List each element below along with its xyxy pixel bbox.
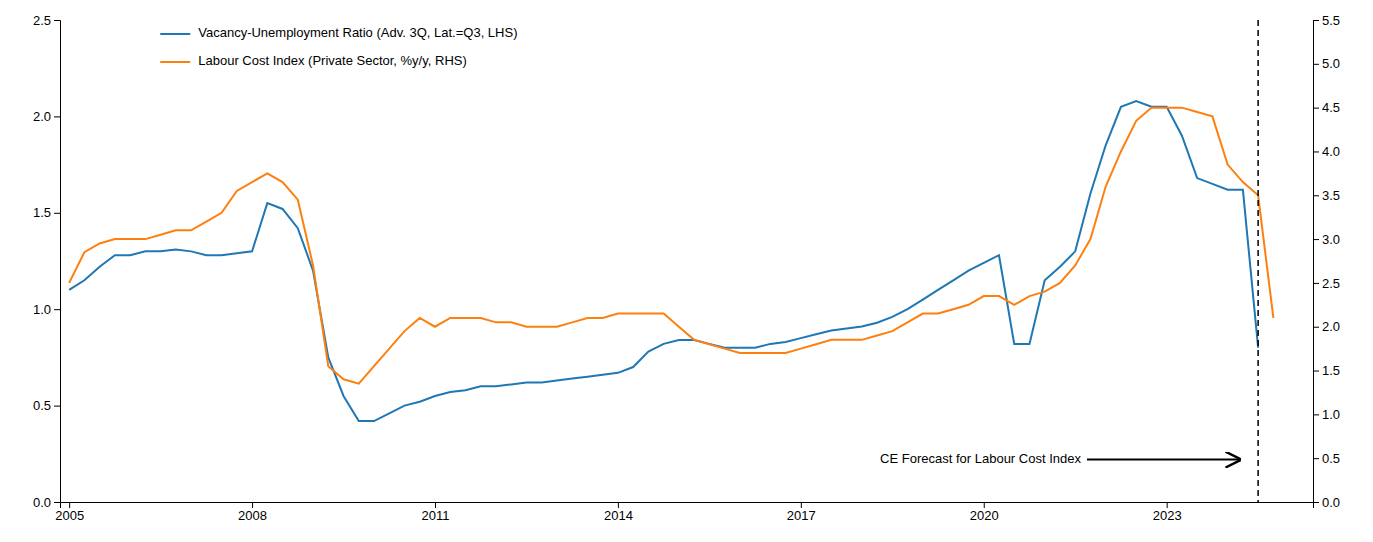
tick-label: 2.0 bbox=[33, 109, 51, 124]
tick-label: 5.0 bbox=[1322, 56, 1340, 71]
tick-label: 1.0 bbox=[1322, 407, 1340, 422]
tick-mark bbox=[1313, 414, 1319, 415]
tick: 1.5 bbox=[33, 205, 60, 220]
tick: 2.0 bbox=[33, 109, 60, 124]
tick: 1.0 bbox=[33, 302, 60, 317]
tick: 2023 bbox=[1153, 502, 1182, 523]
tick: 2008 bbox=[238, 502, 267, 523]
vertical-line bbox=[1257, 20, 1259, 502]
tick-label: 1.5 bbox=[1322, 363, 1340, 378]
tick-label: 2023 bbox=[1153, 508, 1182, 523]
tick-mark bbox=[1313, 108, 1319, 109]
axis-line bbox=[61, 503, 1314, 509]
tick-label: 0.0 bbox=[33, 495, 51, 510]
annotation-text: CE Forecast for Labour Cost Index bbox=[880, 451, 1081, 466]
annotation-arrow bbox=[1087, 459, 1240, 461]
tick: 2020 bbox=[970, 502, 999, 523]
series-line bbox=[69, 108, 1273, 384]
tick-label: 1.5 bbox=[33, 205, 51, 220]
tick-mark bbox=[1313, 64, 1319, 65]
tick: 2014 bbox=[604, 502, 633, 523]
x-axis: 2005 2008 2011 2014 2017 2020 2023 bbox=[55, 502, 1313, 523]
tick-mark bbox=[54, 116, 60, 117]
tick-label: 2.0 bbox=[1322, 319, 1340, 334]
tick-mark bbox=[1313, 371, 1319, 372]
tick-label: 0.5 bbox=[33, 398, 51, 413]
tick-label: 2020 bbox=[970, 508, 999, 523]
tick-mark bbox=[1167, 502, 1168, 508]
tick-mark bbox=[1313, 20, 1319, 21]
tick: 3.5 bbox=[1313, 188, 1340, 203]
tick-label: 5.5 bbox=[1322, 13, 1340, 28]
tick-mark bbox=[54, 20, 60, 21]
tick-mark bbox=[1313, 151, 1319, 152]
tick-mark bbox=[1313, 239, 1319, 240]
tick: 2.0 bbox=[1313, 319, 1340, 334]
tick-label: 4.0 bbox=[1322, 144, 1340, 159]
tick: 1.0 bbox=[1313, 407, 1340, 422]
tick: 0.0 bbox=[33, 495, 60, 510]
tick-mark bbox=[618, 502, 619, 508]
legend-label: Vacancy-Unemployment Ratio (Adv. 3Q, Lat… bbox=[198, 25, 517, 40]
tick: 2005 bbox=[55, 502, 84, 523]
tick: 2.5 bbox=[1313, 276, 1340, 291]
legend-swatch bbox=[160, 61, 190, 63]
tick: 2011 bbox=[422, 502, 450, 523]
tick-label: 4.5 bbox=[1322, 100, 1340, 115]
legend-swatch bbox=[160, 33, 190, 35]
tick-label: 0.0 bbox=[1322, 495, 1340, 510]
tick: 0.0 bbox=[1313, 495, 1340, 510]
tick-label: 2005 bbox=[55, 508, 84, 523]
axis-line bbox=[54, 21, 61, 503]
tick: 0.5 bbox=[33, 398, 60, 413]
tick-label: 3.0 bbox=[1322, 232, 1340, 247]
tick-label: 1.0 bbox=[33, 302, 51, 317]
tick-label: 0.5 bbox=[1322, 451, 1340, 466]
legend-label: Labour Cost Index (Private Sector, %y/y,… bbox=[198, 53, 467, 68]
tick-mark bbox=[1313, 327, 1319, 328]
tick-label: 2014 bbox=[604, 508, 633, 523]
tick: 2.5 bbox=[33, 13, 60, 28]
legend-item: Labour Cost Index (Private Sector, %y/y,… bbox=[160, 53, 467, 68]
legend: Vacancy-Unemployment Ratio (Adv. 3Q, Lat… bbox=[160, 25, 517, 68]
annotations: CE Forecast for Labour Cost Index bbox=[880, 451, 1240, 466]
tick-mark bbox=[1313, 458, 1319, 459]
series-line bbox=[69, 101, 1258, 421]
tick: 3.0 bbox=[1313, 232, 1340, 247]
tick-mark bbox=[984, 502, 985, 508]
tick-mark bbox=[252, 502, 253, 508]
tick-mark bbox=[1313, 502, 1319, 503]
chart: 2005 2008 2011 2014 2017 2020 2023 0.0 0.5 1.0 1.5… bbox=[0, 0, 1373, 542]
tick-mark bbox=[801, 502, 802, 508]
tick-mark bbox=[69, 502, 70, 508]
tick: 5.0 bbox=[1313, 56, 1340, 71]
plot-area bbox=[69, 20, 1273, 502]
tick-mark bbox=[54, 213, 60, 214]
tick-label: 2008 bbox=[238, 508, 267, 523]
y2-axis: 0.0 0.5 1.0 1.5 2.0 2.5 3.0 3.5 4.0 4.5 5.0 5.5 bbox=[1313, 13, 1340, 510]
tick-mark bbox=[54, 309, 60, 310]
tick: 1.5 bbox=[1313, 363, 1340, 378]
tick-mark bbox=[54, 502, 60, 503]
tick-label: 2011 bbox=[422, 508, 450, 523]
tick-label: 2.5 bbox=[1322, 276, 1340, 291]
tick-mark bbox=[54, 406, 60, 407]
legend-item: Vacancy-Unemployment Ratio (Adv. 3Q, Lat… bbox=[160, 25, 517, 40]
axis-line bbox=[1314, 21, 1320, 503]
tick: 5.5 bbox=[1313, 13, 1340, 28]
tick: 4.0 bbox=[1313, 144, 1340, 159]
y-axis: 0.0 0.5 1.0 1.5 2.0 2.5 bbox=[33, 13, 61, 510]
tick: 2017 bbox=[787, 502, 816, 523]
tick: 0.5 bbox=[1313, 451, 1340, 466]
tick-mark bbox=[1313, 283, 1319, 284]
tick-label: 3.5 bbox=[1322, 188, 1340, 203]
tick: 4.5 bbox=[1313, 100, 1340, 115]
tick-mark bbox=[1313, 195, 1319, 196]
tick-mark bbox=[435, 502, 436, 508]
tick-label: 2.5 bbox=[33, 13, 51, 28]
tick-label: 2017 bbox=[787, 508, 816, 523]
